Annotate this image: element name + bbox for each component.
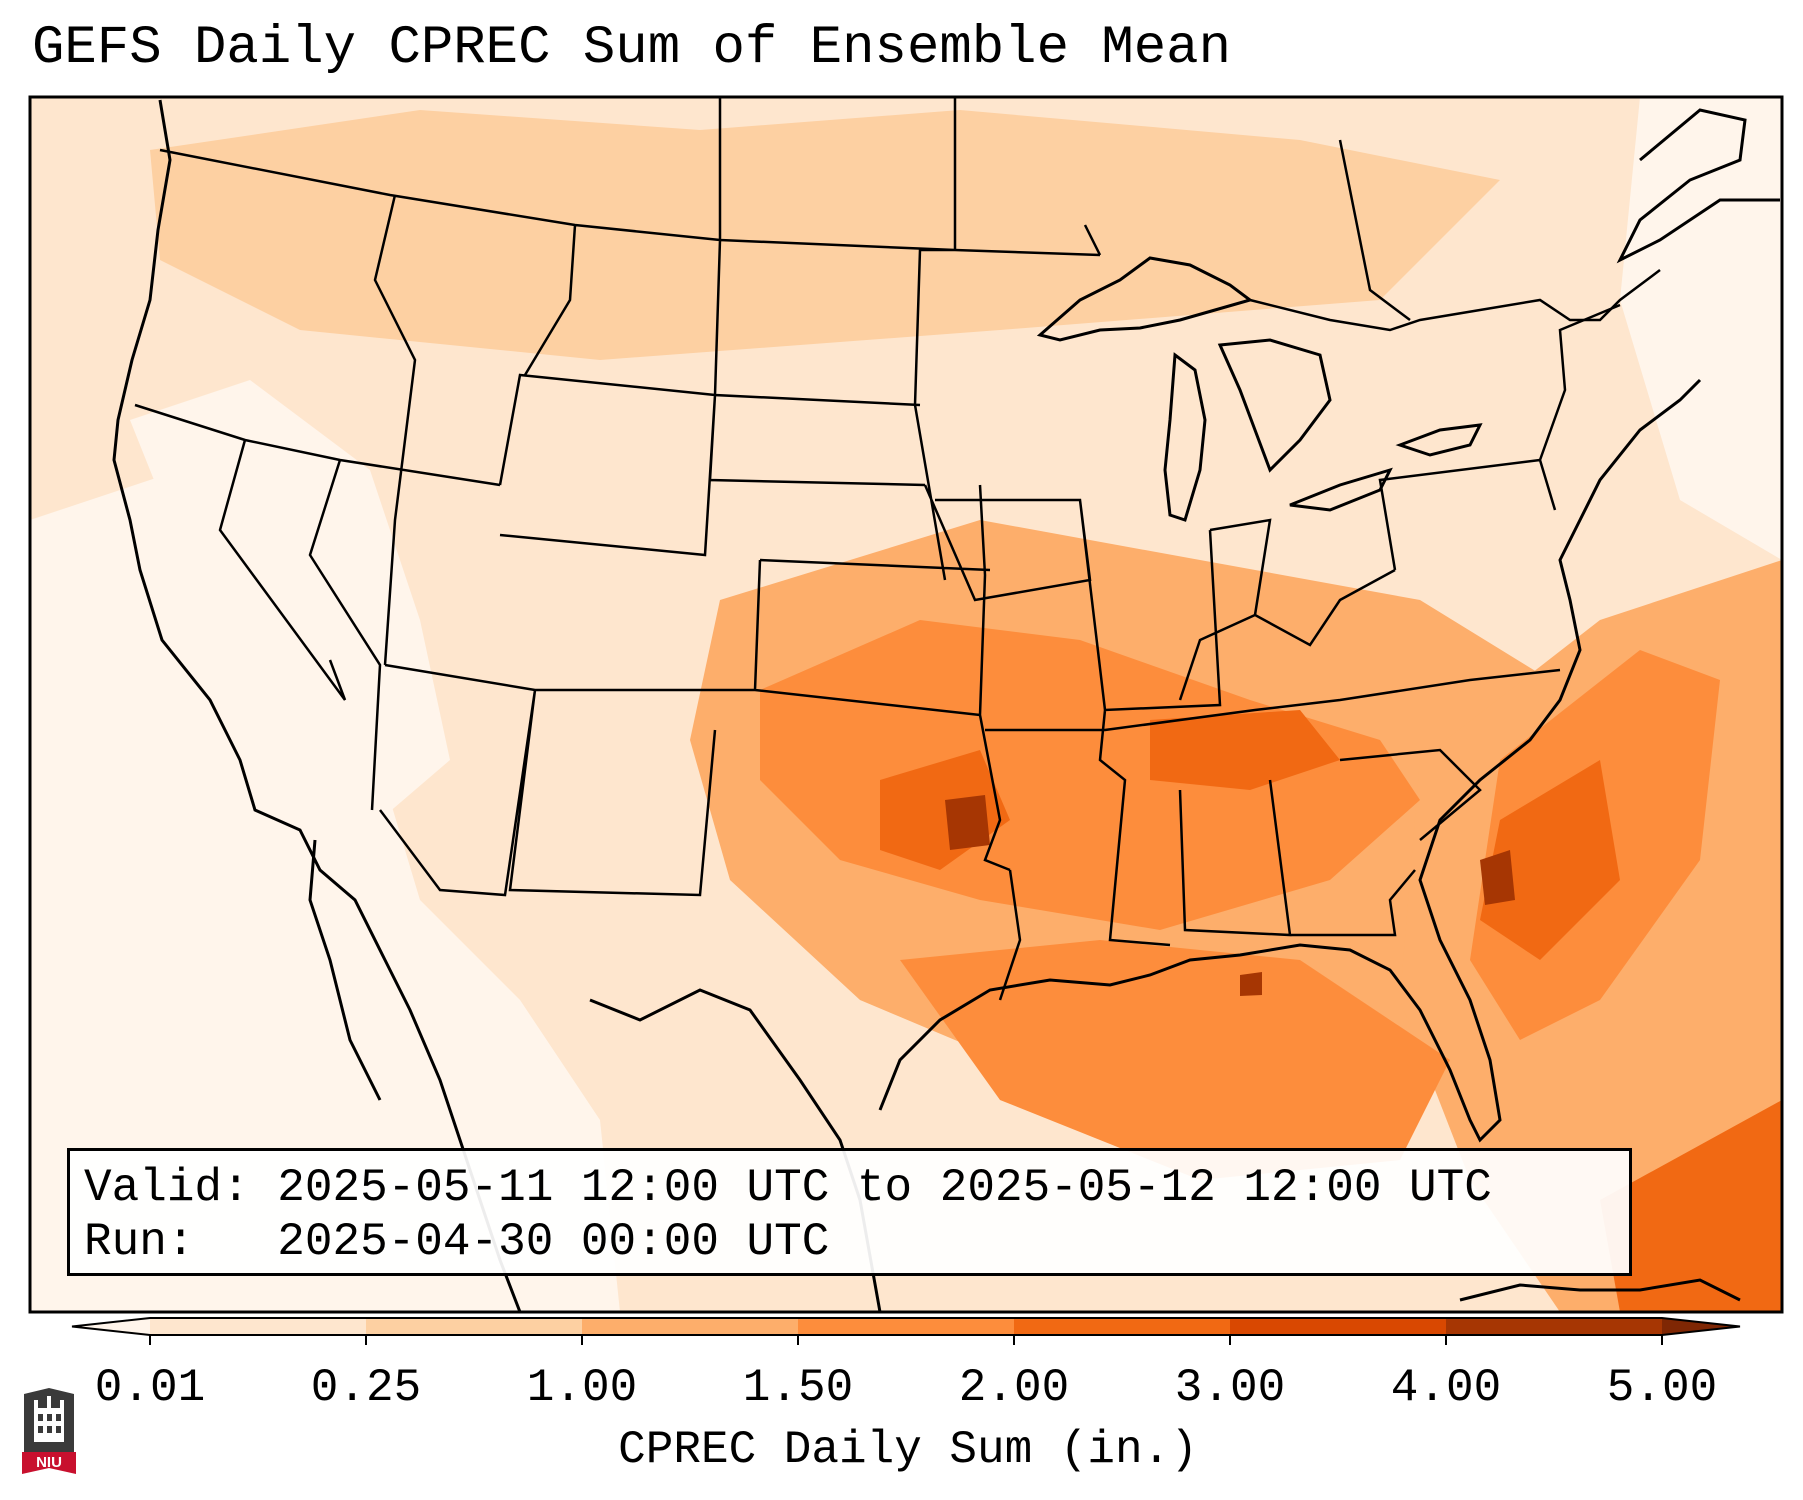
lake-michigan bbox=[1163, 352, 1207, 522]
colorbar-tick-label: 0.25 bbox=[310, 1362, 422, 1414]
colorbar-tick-label: 1.00 bbox=[526, 1362, 638, 1414]
run-label: Run: bbox=[84, 1216, 195, 1268]
precip-heavy-gulf bbox=[900, 940, 1450, 1180]
state-borders bbox=[134, 148, 1621, 1001]
logo-text: NIU bbox=[36, 1454, 62, 1471]
precip-light-north bbox=[150, 110, 1500, 360]
gulf-coast bbox=[878, 378, 1702, 1143]
precip-max-panhandle bbox=[1240, 972, 1262, 996]
valid-run-info-box: Valid: 2025-05-11 12:00 UTC to 2025-05-1… bbox=[67, 1148, 1632, 1276]
precip-intense-caribbean bbox=[1600, 1100, 1782, 1312]
colorbar-tick-label: 1.50 bbox=[742, 1362, 854, 1414]
valid-value: 2025-05-11 12:00 UTC to 2025-05-12 12:00… bbox=[277, 1162, 1492, 1214]
precip-max-oklahoma bbox=[945, 795, 990, 850]
colorbar-label: CPREC Daily Sum (in.) bbox=[618, 1424, 1198, 1476]
precip-dry-northeast bbox=[1620, 97, 1782, 560]
canada-coast bbox=[1616, 108, 1780, 264]
precip-max-gulfcoast bbox=[1480, 850, 1515, 905]
run-line: Run: 2025-04-30 00:00 UTC bbox=[84, 1215, 1615, 1269]
colorbar-tick-label: 2.00 bbox=[958, 1362, 1070, 1414]
colorbar-tick-label: 3.00 bbox=[1174, 1362, 1286, 1414]
colorbar-tick-label: 4.00 bbox=[1390, 1362, 1502, 1414]
precip-intense-carolina bbox=[1480, 760, 1620, 960]
coastline bbox=[112, 99, 522, 1312]
valid-label: Valid: bbox=[84, 1162, 250, 1214]
precip-dry-west bbox=[130, 380, 450, 820]
lake-huron bbox=[1217, 338, 1332, 473]
map-title: GEFS Daily CPREC Sum of Ensemble Mean bbox=[32, 18, 1231, 79]
logo-banner bbox=[22, 1452, 76, 1474]
map-frame bbox=[28, 95, 1784, 1314]
colorbar-tick-label: 0.01 bbox=[94, 1362, 206, 1414]
canada-border bbox=[718, 97, 1661, 332]
precip-dry-southwest bbox=[30, 470, 620, 1312]
run-value: 2025-04-30 00:00 UTC bbox=[277, 1216, 830, 1268]
valid-line: Valid: 2025-05-11 12:00 UTC to 2025-05-1… bbox=[84, 1161, 1615, 1215]
lake-ontario bbox=[1395, 423, 1483, 457]
precip-intense-tennessee bbox=[1150, 710, 1340, 790]
cuba-outline bbox=[1459, 1278, 1741, 1302]
colorbar-tick-label: 5.00 bbox=[1606, 1362, 1718, 1414]
niu-logo: NIU bbox=[22, 1388, 76, 1474]
